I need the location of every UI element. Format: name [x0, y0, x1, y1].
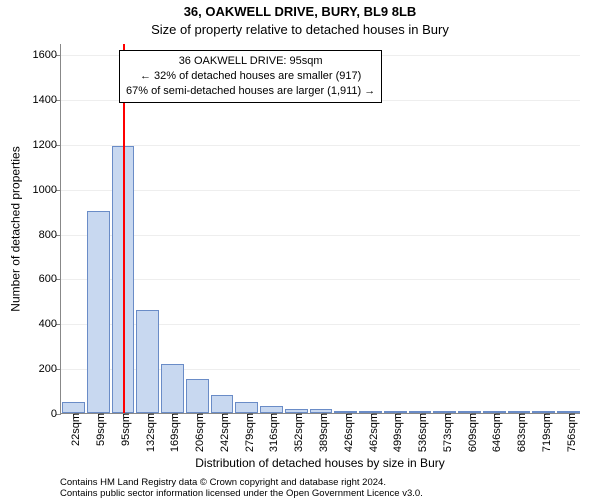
y-axis-label-text: Number of detached properties [9, 146, 23, 311]
y-axis-label: Number of detached properties [8, 44, 24, 414]
x-tick-label: 499sqm [386, 413, 404, 452]
annotation-line-1: 36 OAKWELL DRIVE: 95sqm [126, 54, 375, 69]
y-tick-label: 1600 [33, 49, 61, 61]
x-tick-label: 95sqm [114, 413, 132, 446]
x-tick-label: 279sqm [238, 413, 256, 452]
gridline [61, 145, 580, 146]
x-tick-label: 536sqm [411, 413, 429, 452]
plot-area: 0200400600800100012001400160022sqm59sqm9… [60, 44, 580, 414]
chart-title-line2: Size of property relative to detached ho… [0, 22, 600, 37]
x-tick-label: 683sqm [510, 413, 528, 452]
x-tick-label: 352sqm [287, 413, 305, 452]
histogram-bar [136, 310, 159, 413]
y-tick-label: 1000 [33, 184, 61, 196]
gridline [61, 190, 580, 191]
histogram-bar [87, 211, 110, 413]
y-tick-label: 0 [51, 408, 61, 420]
x-tick-label: 719sqm [535, 413, 553, 452]
x-tick-label: 389sqm [312, 413, 330, 452]
gridline [61, 235, 580, 236]
x-tick-label: 22sqm [64, 413, 82, 446]
histogram-bar [62, 402, 85, 413]
x-tick-label: 316sqm [262, 413, 280, 452]
histogram-bar [235, 402, 258, 413]
histogram-bar [186, 379, 209, 413]
histogram-bar [260, 406, 283, 413]
x-tick-label: 426sqm [337, 413, 355, 452]
x-tick-label: 646sqm [485, 413, 503, 452]
y-tick-label: 1400 [33, 94, 61, 106]
annotation-box: 36 OAKWELL DRIVE: 95sqm ← 32% of detache… [119, 50, 382, 103]
x-tick-label: 169sqm [163, 413, 181, 452]
x-tick-label: 242sqm [213, 413, 231, 452]
x-tick-label: 609sqm [461, 413, 479, 452]
footer-attribution: Contains HM Land Registry data © Crown c… [60, 478, 580, 500]
histogram-bar [161, 364, 184, 413]
footer-line-2: Contains public sector information licen… [60, 489, 580, 500]
y-tick-label: 1200 [33, 139, 61, 151]
y-tick-label: 400 [39, 318, 61, 330]
x-tick-label: 206sqm [188, 413, 206, 452]
chart-container: 36, OAKWELL DRIVE, BURY, BL9 8LB Size of… [0, 0, 600, 500]
x-axis-label: Distribution of detached houses by size … [60, 456, 580, 470]
x-tick-label: 462sqm [362, 413, 380, 452]
y-tick-label: 200 [39, 363, 61, 375]
x-tick-label: 132sqm [139, 413, 157, 452]
x-tick-label: 573sqm [436, 413, 454, 452]
annotation-line-2: ← 32% of detached houses are smaller (91… [126, 69, 375, 84]
y-tick-label: 800 [39, 229, 61, 241]
x-tick-label: 756sqm [560, 413, 578, 452]
annotation-line-3: 67% of semi-detached houses are larger (… [126, 84, 375, 99]
chart-title-line1: 36, OAKWELL DRIVE, BURY, BL9 8LB [0, 4, 600, 19]
x-tick-label: 59sqm [89, 413, 107, 446]
y-tick-label: 600 [39, 273, 61, 285]
gridline [61, 279, 580, 280]
histogram-bar [211, 395, 234, 413]
